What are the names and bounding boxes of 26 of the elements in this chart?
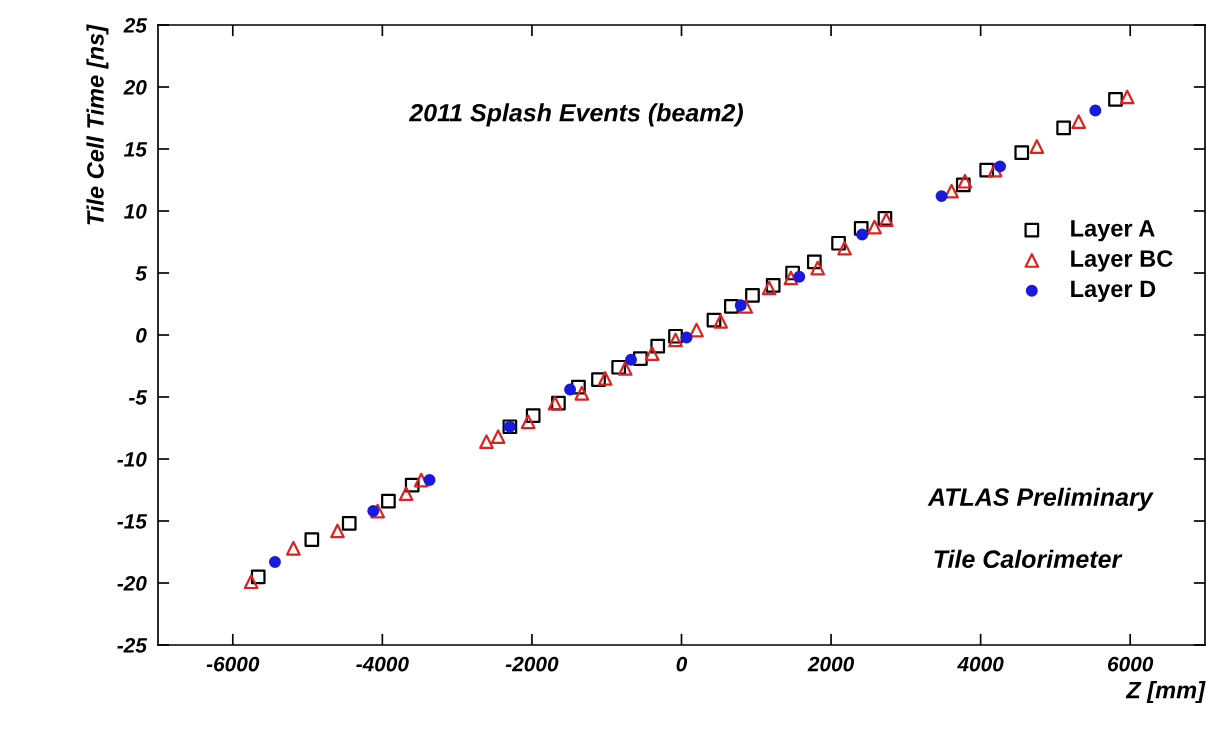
y-tick-label: -15 [117, 514, 148, 529]
y-tick-label: -20 [117, 576, 147, 591]
y-tick-label: 10 [124, 204, 147, 219]
annotation: 2011 Splash Events (beam2) [408, 103, 743, 127]
x-tick-label: 0 [676, 656, 688, 672]
x-tick-label: -6000 [206, 656, 260, 672]
x-tick-label: 2000 [807, 656, 855, 672]
x-axis-title: Z [mm] [1125, 681, 1206, 704]
x-tick-label: -2000 [505, 656, 559, 672]
y-tick-label: 5 [135, 266, 148, 281]
y-tick-label: 15 [124, 142, 148, 157]
y-axis-title: Tile Cell Time [ns] [86, 24, 109, 225]
legend-label: Layer D [1071, 280, 1156, 302]
x-tick-label: 6000 [1108, 656, 1154, 672]
y-tick-label: 25 [123, 18, 148, 33]
annotation: Tile Calorimeter [934, 549, 1123, 569]
x-tick-label: -4000 [356, 656, 409, 672]
y-tick-label: -5 [128, 390, 148, 405]
legend-label: Layer A [1071, 220, 1155, 242]
annotation: ATLAS Preliminary [927, 487, 1154, 511]
y-tick-label: 0 [136, 328, 147, 343]
y-tick-label: 20 [123, 80, 147, 95]
x-tick-label: 4000 [957, 656, 1004, 672]
legend-label: Layer BC [1071, 250, 1173, 272]
y-tick-label: -25 [117, 638, 148, 653]
y-tick-label: -10 [117, 452, 147, 467]
